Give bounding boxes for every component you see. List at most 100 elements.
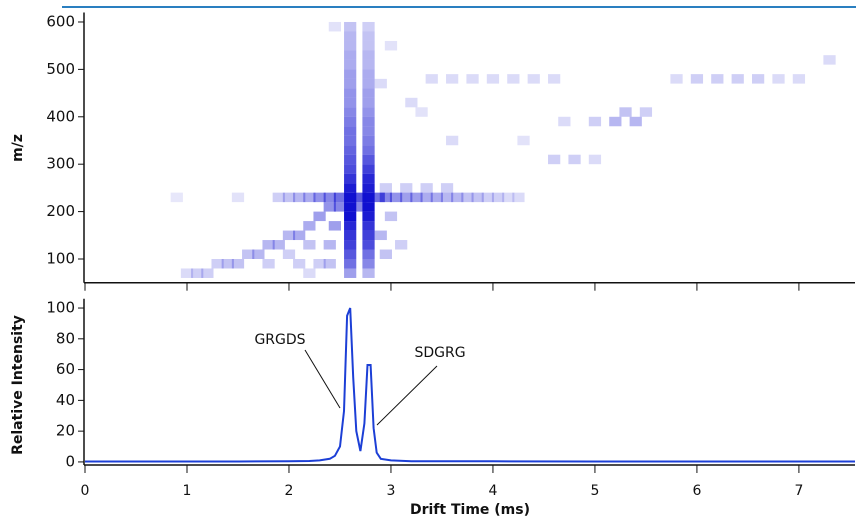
heat-cell [362, 145, 375, 155]
heat-cell [502, 192, 515, 203]
heat-cell [170, 192, 183, 203]
heat-cell [323, 202, 336, 212]
heat-cell [823, 55, 836, 65]
heat-cell [619, 107, 632, 117]
heat-cell [466, 74, 479, 84]
heat-cell [372, 192, 385, 203]
heat-cell [242, 249, 255, 259]
heat-cell [328, 21, 341, 32]
heat-cell [313, 211, 326, 222]
heat-cell [344, 268, 357, 278]
heat-cell [191, 268, 204, 278]
heat-cell [362, 135, 375, 146]
heat-cell [400, 192, 413, 203]
heat-cell [384, 211, 398, 222]
heat-cell [344, 154, 357, 165]
heat-cell [282, 230, 296, 241]
heat-cell [507, 74, 520, 84]
heat-cell [344, 135, 357, 146]
y-tick-label: 100 [46, 249, 75, 267]
heat-cell [344, 145, 357, 155]
heat-cell [374, 78, 387, 89]
heat-cell [440, 183, 454, 193]
heat-cell [344, 59, 357, 70]
heat-cell [362, 154, 375, 165]
x-tick-label: 5 [590, 483, 599, 499]
heat-cell [362, 173, 375, 184]
heat-cell [344, 107, 357, 117]
heat-cell [711, 74, 724, 84]
heat-cell [362, 183, 375, 193]
heat-cell [362, 192, 375, 203]
x-tick-label: 0 [81, 483, 90, 499]
heat-cell [344, 21, 357, 32]
heat-cell [731, 74, 744, 84]
heat-cell [201, 268, 214, 278]
heat-cell [420, 183, 433, 193]
y-axis-label: m/z [10, 134, 26, 162]
heat-cell [558, 116, 571, 127]
heat-cell [405, 97, 418, 108]
y-tick-label: 0 [65, 452, 75, 470]
annotation-leader [304, 349, 341, 409]
heat-cell [282, 249, 296, 259]
y-tick-label: 200 [46, 202, 75, 220]
heat-cell [344, 192, 357, 203]
heat-cell [415, 107, 428, 117]
heat-cell [639, 107, 653, 117]
heat-cell [344, 173, 357, 184]
heat-cell [180, 268, 194, 278]
heat-cell [293, 192, 306, 203]
heat-cell [344, 31, 357, 41]
y-tick-label: 400 [46, 107, 75, 125]
heat-cell [425, 74, 438, 84]
heat-cell [344, 40, 357, 51]
heat-cell [231, 192, 245, 203]
heat-cell [792, 74, 806, 84]
y-tick-label: 60 [56, 360, 75, 378]
heat-cell [282, 192, 296, 203]
heat-cell [588, 116, 602, 127]
annotation-leader [376, 365, 438, 426]
heat-cell [440, 192, 454, 203]
heat-cell [323, 240, 336, 250]
heat-cell [751, 74, 765, 84]
heat-cell [333, 192, 347, 203]
heat-cell [446, 74, 459, 84]
heat-cell [420, 192, 433, 203]
annotation: SDGRG [414, 345, 465, 361]
heat-cell [362, 202, 375, 212]
heat-cell [344, 164, 357, 174]
heat-cell [362, 240, 375, 250]
y-tick-label: 300 [46, 155, 75, 173]
heat-cell [354, 192, 367, 203]
heat-cell [344, 240, 357, 250]
heat-cell [344, 78, 357, 89]
heat-cell [670, 74, 683, 84]
heat-cell [430, 192, 443, 203]
y-tick-label: 80 [56, 329, 75, 347]
heat-cell [772, 74, 785, 84]
heat-cell [690, 74, 704, 84]
heat-cell [362, 50, 375, 60]
annotation: GRGDS [254, 332, 305, 348]
heat-cell [221, 258, 234, 269]
heat-cell [512, 192, 525, 203]
heat-cell [344, 211, 357, 222]
x-tick-label: 3 [386, 483, 395, 499]
y-tick-label: 40 [56, 391, 75, 409]
heat-cell [491, 192, 505, 203]
heat-cell [344, 249, 357, 259]
heat-cell [384, 40, 398, 51]
heat-cell [568, 154, 581, 165]
heat-cell [313, 258, 326, 269]
heat-cell [481, 192, 494, 203]
heat-cell [451, 192, 464, 203]
heat-cell [272, 240, 285, 250]
y-axis-label: Relative Intensity [10, 315, 26, 455]
heat-cell [362, 221, 375, 231]
heat-cell [323, 192, 336, 203]
x-tick-label: 6 [692, 483, 701, 499]
heat-cell [262, 240, 275, 250]
heat-cell [379, 183, 392, 193]
